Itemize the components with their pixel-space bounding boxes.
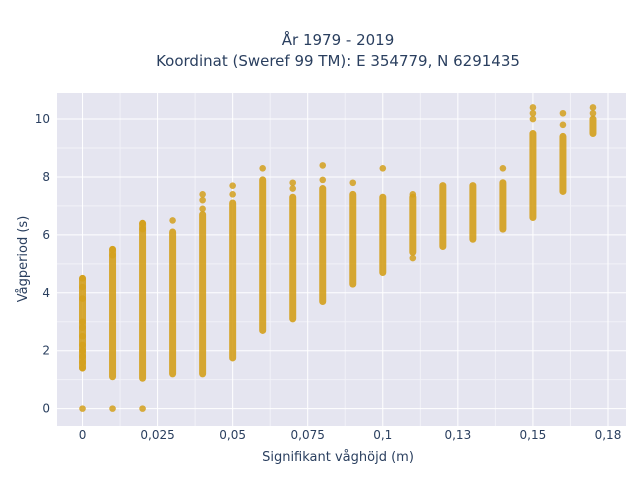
y-tick-label: 6 <box>42 228 50 242</box>
data-point <box>79 318 86 326</box>
data-points <box>79 104 597 412</box>
data-point <box>79 275 86 282</box>
data-point <box>529 115 537 123</box>
data-point <box>529 104 537 111</box>
data-point <box>139 405 146 412</box>
data-point <box>199 191 206 198</box>
x-tick-label: 0,13 <box>444 428 471 442</box>
data-point <box>319 176 327 184</box>
x-tick-labels: 0 0,025 0,05 0,075 0,1 0,13 0,15 0,18 <box>79 428 622 442</box>
data-point <box>319 162 327 169</box>
data-point <box>109 246 116 253</box>
data-point <box>169 217 176 224</box>
data-point <box>79 324 86 331</box>
y-tick-label: 4 <box>42 286 50 300</box>
data-point <box>349 179 357 187</box>
x-tick-label: 0,025 <box>140 428 174 442</box>
data-point <box>199 205 206 213</box>
data-point <box>139 225 146 233</box>
x-tick-label: 0,18 <box>595 428 622 442</box>
x-tick-label: 0,05 <box>219 428 246 442</box>
data-point <box>109 251 116 259</box>
chart-title-line-1: År 1979 - 2019 <box>282 30 395 49</box>
y-tick-label: 8 <box>42 170 50 184</box>
x-tick-label: 0,1 <box>373 428 392 442</box>
data-point <box>229 182 236 189</box>
data-point <box>79 347 86 355</box>
data-point <box>589 104 597 111</box>
data-point <box>259 164 266 172</box>
data-point <box>559 121 567 129</box>
x-tick-label: 0,075 <box>291 428 325 442</box>
data-point <box>139 220 146 227</box>
y-tick-label: 2 <box>42 344 50 358</box>
data-point <box>79 295 86 302</box>
data-point <box>199 196 206 204</box>
data-point <box>79 358 86 366</box>
data-point <box>289 179 297 187</box>
data-point <box>589 109 597 117</box>
x-tick-label: 0,15 <box>520 428 547 442</box>
y-axis-label: Vågperiod (s) <box>16 216 31 303</box>
data-point <box>79 405 86 412</box>
data-point <box>79 283 86 291</box>
data-point <box>229 191 236 198</box>
data-point <box>79 332 86 340</box>
data-point <box>409 191 417 198</box>
y-tick-label: 10 <box>35 112 50 126</box>
y-tick-label: 0 <box>42 402 50 416</box>
data-point <box>529 109 537 117</box>
y-tick-labels: 0 2 4 6 8 10 <box>35 112 50 416</box>
data-point <box>79 353 86 360</box>
data-point <box>559 109 567 117</box>
data-point <box>109 405 116 412</box>
data-point <box>409 254 417 262</box>
chart-title-line-2: Koordinat (Sweref 99 TM): E 354779, N 62… <box>156 52 520 70</box>
data-point <box>379 164 387 172</box>
data-point <box>289 185 297 192</box>
data-point <box>79 341 86 349</box>
x-tick-label: 0 <box>79 428 87 442</box>
x-axis-label: Signifikant våghöjd (m) <box>262 450 414 465</box>
data-point <box>499 164 507 172</box>
data-point <box>79 364 86 372</box>
